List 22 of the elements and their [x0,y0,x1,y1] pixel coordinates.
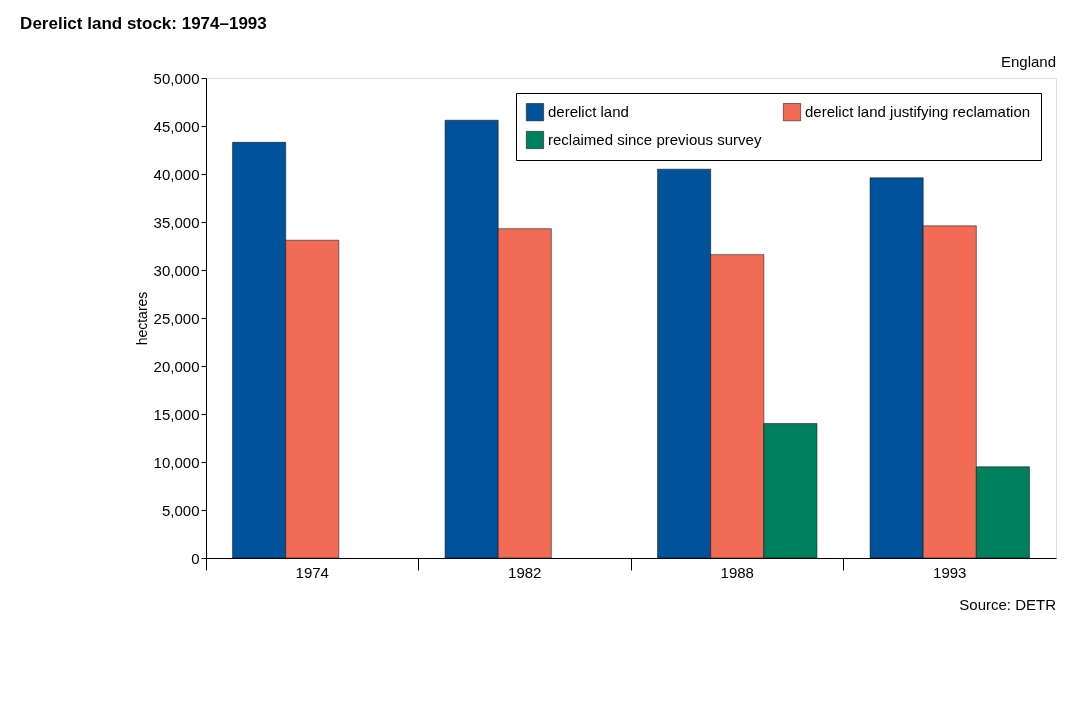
x-tick-label: 1993 [933,563,967,581]
legend-label: reclaimed since previous survey [548,131,762,148]
y-tick-label: 10,000 [153,453,200,471]
y-tick-label: 0 [191,549,200,567]
legend-label: derelict land justifying reclamation [805,103,1031,121]
text: England [1000,53,1056,70]
source-note: Source: DETR [959,596,1057,613]
y-tick-label: 5,000 [161,501,200,519]
y-tick-label: 30,000 [153,261,200,279]
chart-title: Derelict land stock: 1974–1993 [20,14,267,33]
y-tick-label: 50,000 [153,69,200,87]
x-tick-label: 1982 [508,563,542,581]
y-tick-label: 20,000 [153,357,200,375]
legend-label: derelict land [548,103,629,121]
y-tick-label: 15,000 [153,405,200,423]
y-tick-label: 25,000 [153,309,200,327]
x-tick-label: 1974 [295,563,329,581]
y-axis-title: hectares [133,291,150,346]
x-tick-label: 1988 [720,563,754,581]
y-tick-label: 45,000 [153,117,200,135]
y-tick-label: 35,000 [153,213,200,231]
y-tick-label: 40,000 [153,165,200,183]
